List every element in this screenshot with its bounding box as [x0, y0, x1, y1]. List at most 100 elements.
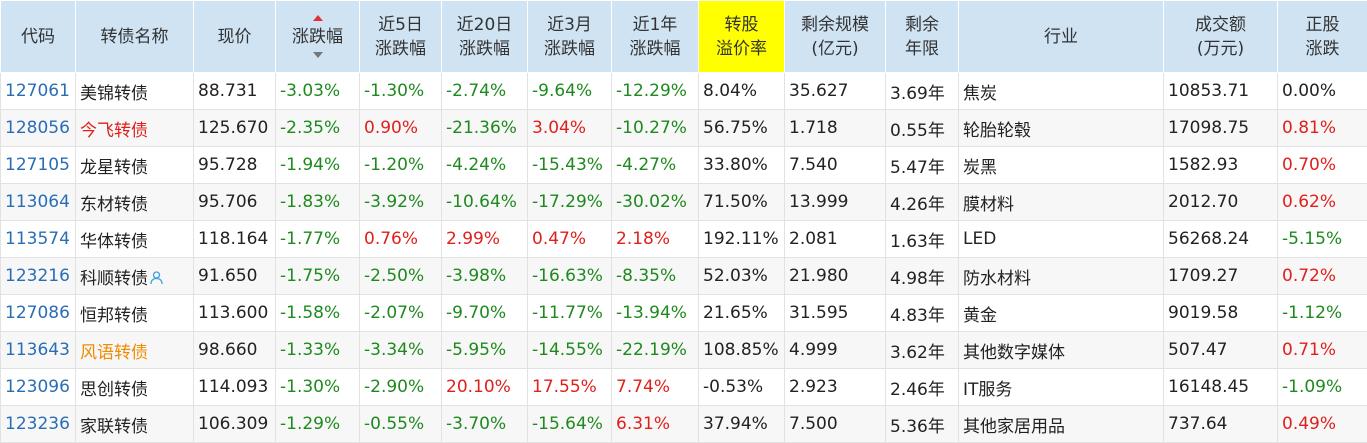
cell-price: 95.728	[194, 147, 276, 184]
column-header-price[interactable]: 现价	[194, 1, 276, 73]
cell-code[interactable]: 113064	[1, 184, 76, 221]
cell-code[interactable]: 123216	[1, 258, 76, 295]
cell-years-value: 1.63年	[890, 232, 945, 252]
cell-years-value: 3.69年	[890, 84, 945, 104]
cell-name[interactable]: 风语转债	[76, 332, 194, 369]
cell-name[interactable]: 龙星转债	[76, 147, 194, 184]
cell-chg20d: -2.74%	[442, 73, 528, 110]
cell-chg1y-value: -12.29%	[616, 81, 687, 101]
cell-name[interactable]: 美锦转债	[76, 73, 194, 110]
cell-industry: 膜材料	[959, 184, 1164, 221]
column-header-chg20d[interactable]: 近20日涨跌幅	[442, 1, 528, 73]
column-header-chg3m[interactable]: 近3月涨跌幅	[528, 1, 612, 73]
cell-code[interactable]: 123236	[1, 406, 76, 443]
cell-chg1y-value: -13.94%	[616, 303, 687, 323]
cell-chg5d: -2.90%	[360, 369, 442, 406]
cell-chg3m-value: 17.55%	[532, 377, 597, 397]
column-header-stock_chg[interactable]: 正股涨跌	[1278, 1, 1367, 73]
cell-chg20d-value: -2.74%	[446, 81, 506, 101]
cell-years-value: 5.36年	[890, 417, 945, 437]
cell-premium-value: 8.04%	[703, 81, 757, 101]
cell-chg5d: 0.90%	[360, 110, 442, 147]
cell-name[interactable]: 华体转债	[76, 221, 194, 258]
column-header-label: 近3月	[547, 15, 592, 35]
cell-premium-value: -0.53%	[703, 377, 763, 397]
cell-turnover: 1582.93	[1164, 147, 1278, 184]
cell-change-value: -1.58%	[280, 303, 340, 323]
cell-chg3m-value: -9.64%	[532, 81, 592, 101]
column-header-chg5d[interactable]: 近5日涨跌幅	[360, 1, 442, 73]
column-header-premium[interactable]: 转股溢价率	[699, 1, 785, 73]
cell-chg1y: -30.02%	[612, 184, 699, 221]
cell-price-value: 106.309	[198, 414, 268, 434]
column-header-code[interactable]: 代码	[1, 1, 76, 73]
column-header-change[interactable]: 涨跌幅	[276, 1, 360, 73]
cell-chg3m: 17.55%	[528, 369, 612, 406]
cell-turnover-value: 17098.75	[1168, 118, 1249, 138]
cell-price-value: 125.670	[198, 118, 268, 138]
cell-name[interactable]: 思创转债	[76, 369, 194, 406]
cell-industry-value: 焦炭	[963, 84, 997, 104]
cell-chg3m: -15.43%	[528, 147, 612, 184]
cell-years: 3.62年	[886, 332, 959, 369]
cell-turnover: 16148.45	[1164, 369, 1278, 406]
cell-chg3m: 3.04%	[528, 110, 612, 147]
cell-turnover: 2012.70	[1164, 184, 1278, 221]
cell-chg1y-value: -22.19%	[616, 340, 687, 360]
cell-name[interactable]: 家联转债	[76, 406, 194, 443]
cell-turnover-value: 2012.70	[1168, 192, 1238, 212]
column-header-name[interactable]: 转债名称	[76, 1, 194, 73]
cell-industry-value: 黄金	[963, 306, 997, 326]
cell-code[interactable]: 113643	[1, 332, 76, 369]
cell-price-value: 118.164	[198, 229, 268, 249]
column-header-industry[interactable]: 行业	[959, 1, 1164, 73]
cell-change: -1.94%	[276, 147, 360, 184]
cell-chg1y: 2.18%	[612, 221, 699, 258]
cell-name-value: 华体转债	[80, 232, 148, 252]
cell-scale: 7.500	[785, 406, 886, 443]
cell-name[interactable]: 恒邦转债	[76, 295, 194, 332]
column-header-label: 代码	[21, 27, 55, 47]
cell-price: 91.650	[194, 258, 276, 295]
column-header-label: 年限	[905, 39, 939, 59]
cell-chg1y: -4.27%	[612, 147, 699, 184]
cell-industry-value: IT服务	[963, 380, 1012, 400]
cell-name[interactable]: 今飞转债	[76, 110, 194, 147]
cell-code[interactable]: 127061	[1, 73, 76, 110]
column-header-years[interactable]: 剩余年限	[886, 1, 959, 73]
cell-code[interactable]: 127086	[1, 295, 76, 332]
column-header-scale[interactable]: 剩余规模(亿元)	[785, 1, 886, 73]
cell-name[interactable]: 科顺转债	[76, 258, 194, 295]
column-header-label: 近20日	[457, 15, 513, 35]
cell-price: 114.093	[194, 369, 276, 406]
cell-years: 4.83年	[886, 295, 959, 332]
cell-code[interactable]: 113574	[1, 221, 76, 258]
cell-code[interactable]: 127105	[1, 147, 76, 184]
cell-chg5d-value: 0.76%	[364, 229, 418, 249]
cell-name[interactable]: 东材转债	[76, 184, 194, 221]
cell-turnover: 507.47	[1164, 332, 1278, 369]
column-header-turnover[interactable]: 成交额(万元)	[1164, 1, 1278, 73]
user-icon[interactable]	[150, 271, 163, 285]
cell-chg20d: -5.95%	[442, 332, 528, 369]
cell-premium-value: 192.11%	[703, 229, 779, 249]
cell-code[interactable]: 123096	[1, 369, 76, 406]
column-header-label: 行业	[1044, 27, 1078, 47]
cell-turnover: 9019.58	[1164, 295, 1278, 332]
column-header-chg1y[interactable]: 近1年涨跌幅	[612, 1, 699, 73]
cell-change: -1.29%	[276, 406, 360, 443]
column-header-label: 涨跌幅	[459, 39, 510, 59]
cell-code[interactable]: 128056	[1, 110, 76, 147]
